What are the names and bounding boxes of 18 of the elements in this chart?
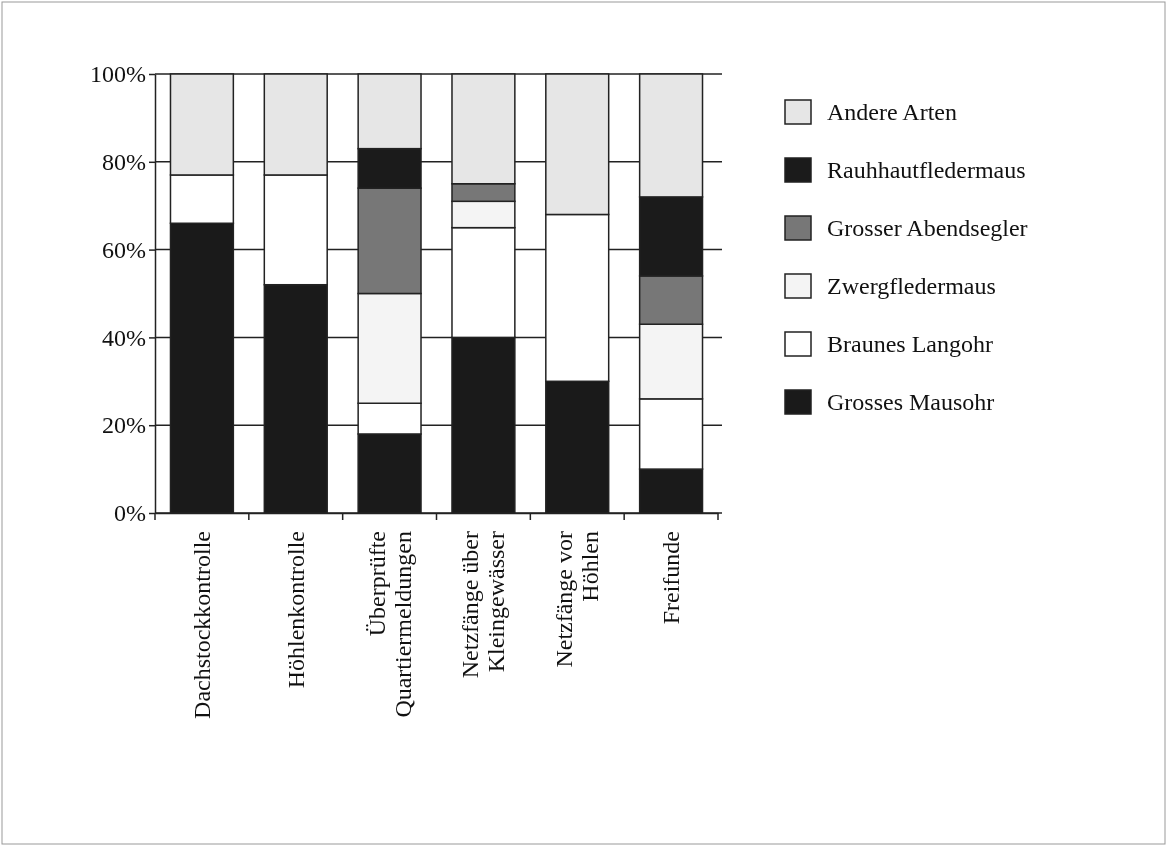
x-tick-label: Höhlenkontrolle [282,531,309,689]
x-tick-label: Dachstockkontrolle [188,531,215,719]
y-tick-label: 100% [90,61,146,88]
y-tick-label: 0% [114,500,146,527]
legend-label: Grosser Abendsegler [827,215,1028,241]
y-tick-label: 20% [102,412,146,439]
x-tick-label: Netzfänge vor Höhlen [551,530,604,668]
y-tick-label: 80% [102,148,146,175]
legend-label: Zwergfledermaus [827,273,996,299]
legend-label: Andere Arten [827,99,957,125]
y-tick-label: 40% [102,324,146,351]
legend-label: Rauhhautfledermaus [827,157,1026,183]
legend-label: Braunes Langohr [827,331,993,357]
x-tick-label: Netzfänge über Kleingewässer [457,530,510,679]
legend-label: Grosses Mausohr [827,389,995,415]
x-tick-label: Überprüfte Quartiermeldungen [363,531,416,718]
y-tick-label: 60% [102,236,146,263]
x-tick-label: Freifunde [658,531,685,625]
